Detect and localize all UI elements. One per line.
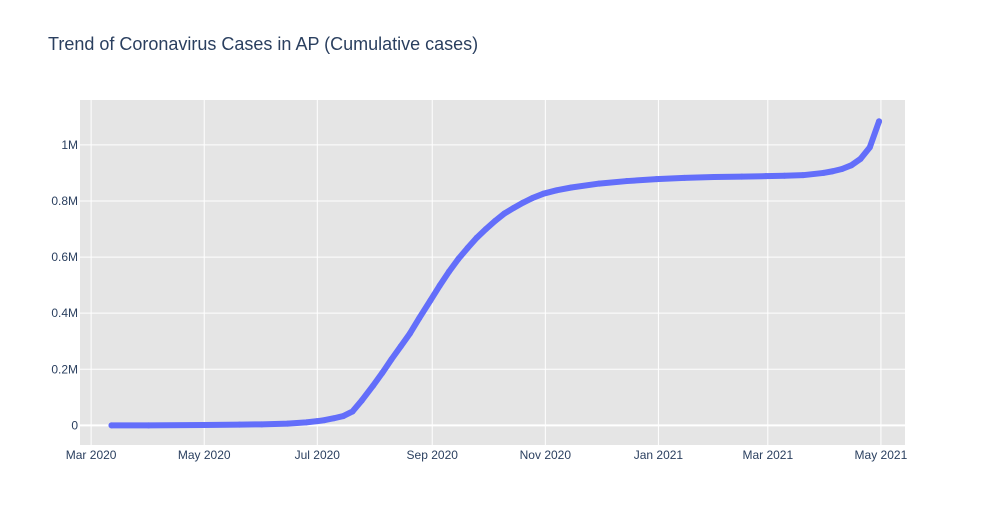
- data-point[interactable]: [407, 330, 413, 337]
- data-point[interactable]: [455, 256, 462, 263]
- data-point[interactable]: [711, 173, 718, 180]
- y-tick-label: 0.4M: [51, 306, 78, 320]
- data-point[interactable]: [529, 195, 536, 202]
- data-point[interactable]: [653, 176, 660, 183]
- data-point[interactable]: [330, 415, 337, 422]
- series-layer: [108, 118, 883, 429]
- data-point[interactable]: [781, 172, 788, 179]
- data-point[interactable]: [473, 234, 480, 241]
- data-point[interactable]: [848, 162, 855, 169]
- data-point[interactable]: [284, 420, 291, 427]
- data-point[interactable]: [876, 118, 883, 125]
- y-tick-label: 0.2M: [51, 362, 78, 376]
- data-point[interactable]: [388, 356, 395, 363]
- data-point[interactable]: [369, 382, 376, 389]
- data-point[interactable]: [483, 225, 490, 232]
- data-point[interactable]: [314, 418, 321, 425]
- data-point[interactable]: [397, 343, 404, 350]
- x-axis: Mar 2020 May 2020 Jul 2020 Sep 2020 Nov 2020…: [66, 448, 908, 462]
- data-point[interactable]: [303, 419, 310, 426]
- data-point[interactable]: [258, 421, 265, 428]
- data-point[interactable]: [553, 187, 560, 194]
- y-tick-label: 0.6M: [51, 250, 78, 264]
- data-point[interactable]: [501, 210, 508, 217]
- y-axis: 0 0.2M 0.4M 0.6M 0.8M 1M: [51, 138, 78, 432]
- data-point[interactable]: [340, 413, 347, 420]
- y-tick-label: 1M: [61, 138, 78, 152]
- data-point[interactable]: [762, 173, 769, 180]
- data-point[interactable]: [820, 169, 827, 176]
- x-tick-label: Sep 2020: [407, 448, 459, 462]
- data-point[interactable]: [349, 408, 356, 415]
- data-point[interactable]: [738, 173, 745, 180]
- data-point[interactable]: [445, 268, 452, 275]
- data-point[interactable]: [540, 190, 547, 197]
- data-point[interactable]: [236, 421, 243, 428]
- data-point[interactable]: [108, 422, 115, 429]
- data-point[interactable]: [427, 297, 434, 304]
- data-point[interactable]: [623, 178, 630, 185]
- y-tick-label: 0: [71, 418, 78, 432]
- data-point[interactable]: [510, 204, 517, 211]
- chart-title: Trend of Coronavirus Cases in AP (Cumula…: [48, 34, 479, 54]
- data-point[interactable]: [829, 168, 836, 175]
- x-gridlines: [90, 100, 882, 445]
- x-tick-label: May 2020: [178, 448, 231, 462]
- data-point[interactable]: [201, 421, 208, 428]
- data-point[interactable]: [492, 217, 499, 224]
- x-tick-label: Nov 2020: [520, 448, 572, 462]
- x-tick-label: Mar 2020: [66, 448, 117, 462]
- data-point[interactable]: [464, 245, 471, 252]
- data-point[interactable]: [321, 417, 328, 424]
- data-point[interactable]: [416, 315, 423, 322]
- data-point[interactable]: [379, 370, 386, 377]
- data-point[interactable]: [800, 172, 807, 179]
- x-tick-label: May 2021: [855, 448, 908, 462]
- x-tick-label: Jan 2021: [634, 448, 684, 462]
- x-tick-label: Mar 2021: [742, 448, 793, 462]
- y-tick-label: 0.8M: [51, 194, 78, 208]
- data-point[interactable]: [145, 422, 152, 429]
- data-point[interactable]: [520, 199, 527, 206]
- data-point[interactable]: [358, 397, 365, 404]
- data-point[interactable]: [866, 144, 873, 151]
- data-point[interactable]: [596, 180, 603, 187]
- data-point[interactable]: [681, 174, 688, 181]
- data-point[interactable]: [568, 184, 575, 191]
- data-point[interactable]: [838, 166, 845, 172]
- data-point[interactable]: [436, 282, 443, 289]
- data-point[interactable]: [857, 155, 864, 162]
- x-tick-label: Jul 2020: [295, 448, 341, 462]
